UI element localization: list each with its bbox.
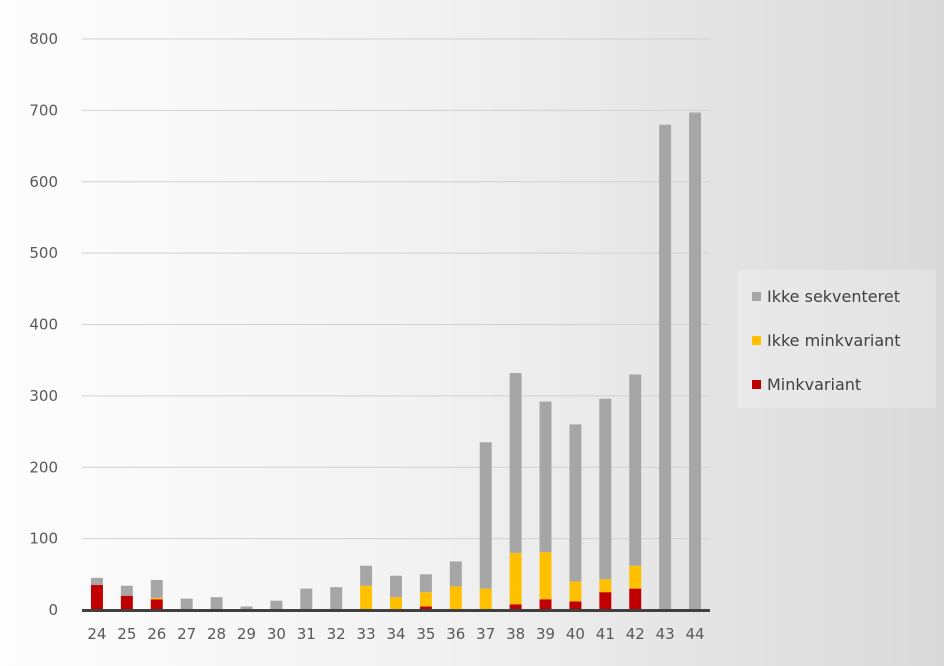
gridlines [82,38,710,540]
legend-swatch-ikke-sekventeret [752,291,761,301]
bar-ikke-sekventeret-29 [240,606,253,610]
x-tick-label-30: 30 [267,625,286,643]
x-tick-label-36: 36 [446,625,465,643]
x-tick-label-35: 35 [416,625,435,643]
bar-ikke-sekventeret-39 [539,401,552,553]
bar-ikke-sekventeret-37 [479,442,492,589]
bar-minkvariant-24 [90,585,103,610]
bar-ikke-minkvariant-34 [390,597,402,610]
bar-ikke-sekventeret-44 [689,112,702,611]
bar-ikke-sekventeret-42 [629,374,642,566]
y-tick-label-100: 100 [29,530,58,548]
legend-item-ikke-sekventeret: Ikke sekventeret [752,286,900,306]
y-tick-label-0: 0 [48,601,58,619]
bar-minkvariant-41 [599,592,612,610]
bar-ikke-minkvariant-40 [569,581,582,602]
bar-ikke-sekventeret-35 [419,574,432,593]
bar-ikke-sekventeret-30 [270,600,283,610]
bar-ikke-sekventeret-25 [120,585,133,596]
legend-item-minkvariant: Minkvariant [752,374,861,394]
bar-ikke-sekventeret-40 [569,424,582,582]
x-tick-label-43: 43 [656,625,675,643]
legend: Ikke sekventeret Ikke minkvariant Minkva… [738,270,936,408]
bar-minkvariant-39 [539,599,552,610]
x-tick-label-32: 32 [327,625,346,643]
bar-ikke-minkvariant-37 [479,588,492,610]
x-tick-label-44: 44 [686,625,705,643]
bar-ikke-sekventeret-36 [449,561,462,587]
bar-minkvariant-42 [629,588,642,610]
x-tick-label-42: 42 [626,625,645,643]
x-tick-label-38: 38 [506,625,525,643]
bar-minkvariant-40 [569,601,582,610]
bar-ikke-sekventeret-28 [210,597,223,610]
y-axis-ticks: 0 100 200 300 400 500 600 700 800 [29,30,58,619]
x-tick-label-29: 29 [237,625,256,643]
x-tick-label-31: 31 [297,625,316,643]
legend-item-ikke-minkvariant: Ikke minkvariant [752,330,901,350]
bar-ikke-sekventeret-27 [180,598,193,610]
legend-swatch-ikke-minkvariant [752,335,761,345]
y-tick-label-400: 400 [29,316,58,334]
y-tick-label-300: 300 [29,387,58,405]
bar-ikke-sekventeret-31 [300,588,313,610]
legend-label-ikke-minkvariant: Ikke minkvariant [767,330,901,350]
bar-minkvariant-35 [419,606,432,610]
bar-ikke-sekventeret-24 [90,577,103,586]
bar-ikke-minkvariant-42 [629,565,642,589]
x-tick-label-39: 39 [536,625,555,643]
x-tick-label-26: 26 [147,625,166,643]
bar-ikke-sekventeret-32 [330,587,343,610]
bar-ikke-sekventeret-43 [659,124,672,611]
bar-ikke-sekventeret-41 [599,398,612,580]
bar-ikke-sekventeret-33 [360,565,373,586]
x-tick-label-27: 27 [177,625,196,643]
legend-swatch-minkvariant [752,379,761,389]
bar-ikke-minkvariant-33 [360,585,373,610]
x-tick-label-40: 40 [566,625,585,643]
bar-ikke-sekventeret-38 [509,373,522,553]
x-tick-label-34: 34 [386,625,405,643]
y-tick-label-500: 500 [29,244,58,262]
y-tick-label-700: 700 [29,101,58,119]
legend-label-minkvariant: Minkvariant [767,374,862,394]
x-tick-label-33: 33 [357,625,376,643]
x-tick-label-24: 24 [87,625,106,643]
bar-ikke-minkvariant-38 [509,552,522,605]
bars [90,112,702,611]
bar-ikke-minkvariant-26 [150,597,163,600]
x-tick-label-41: 41 [596,625,615,643]
legend-label-ikke-sekventeret: Ikke sekventeret [767,286,900,306]
bar-ikke-minkvariant-39 [539,552,552,600]
bar-minkvariant-25 [120,595,133,610]
x-axis-ticks: 24 25 26 27 28 29 30 31 32 33 34 35 36 37 38 39 40 41 42 43… [87,625,704,643]
bar-ikke-minkvariant-41 [599,579,612,593]
bar-ikke-sekventeret-26 [150,580,163,598]
bar-minkvariant-26 [150,599,163,610]
x-tick-label-37: 37 [476,625,495,643]
bar-ikke-minkvariant-36 [449,586,462,610]
bar-ikke-minkvariant-35 [419,592,432,607]
y-tick-label-200: 200 [29,458,58,476]
bar-minkvariant-38 [509,604,522,610]
bar-ikke-sekventeret-34 [390,575,402,598]
x-tick-label-25: 25 [117,625,136,643]
y-tick-label-600: 600 [29,173,58,191]
y-tick-label-800: 800 [29,30,58,48]
x-tick-label-28: 28 [207,625,226,643]
